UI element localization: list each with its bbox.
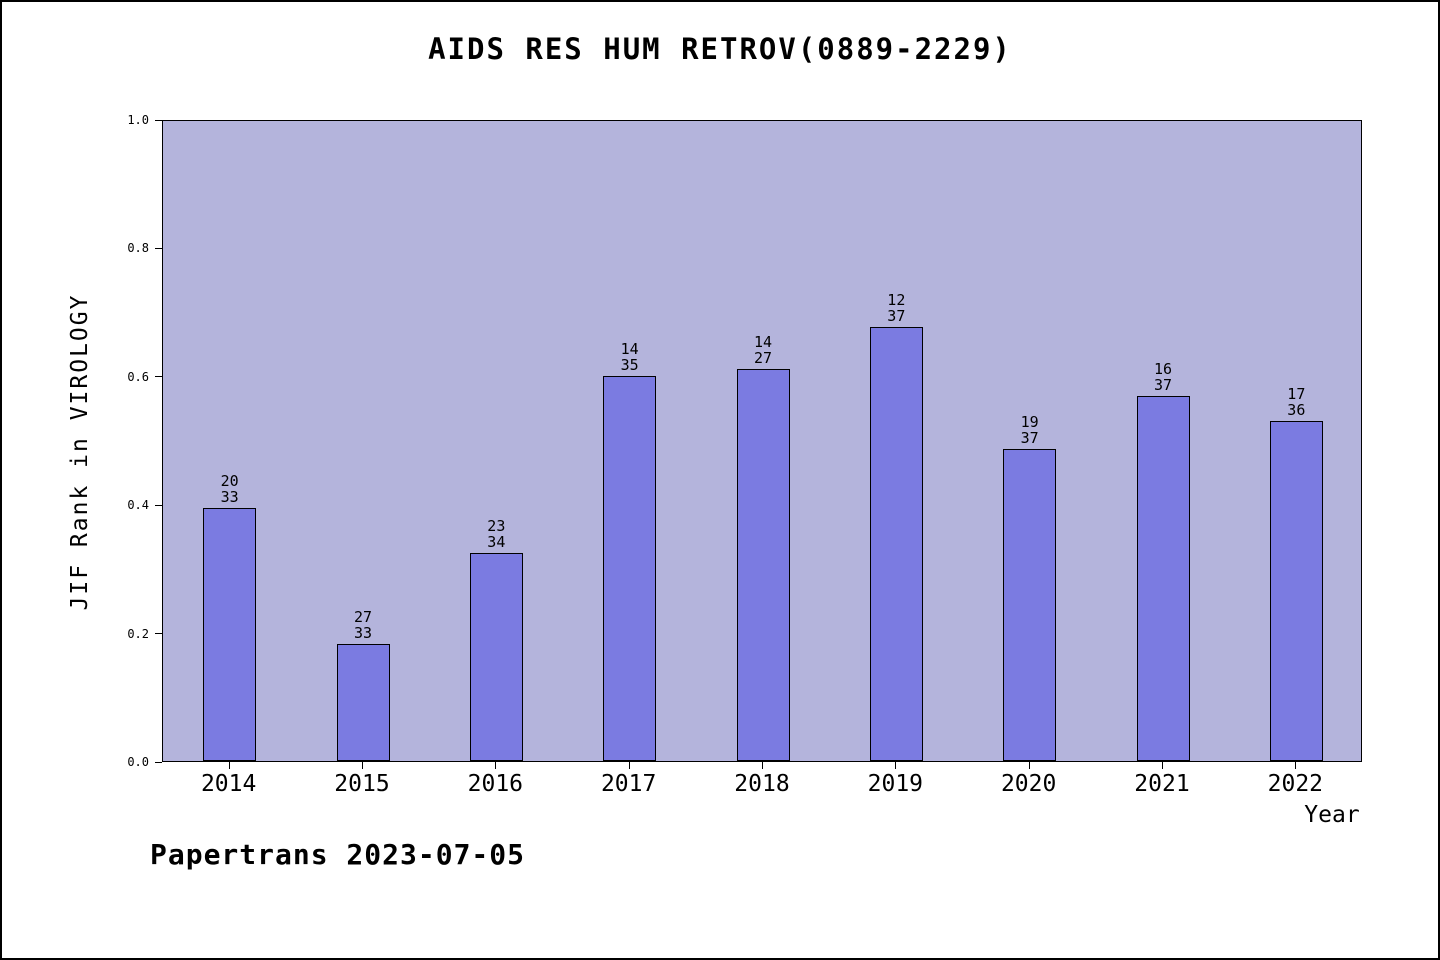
x-tick-mark (1028, 762, 1030, 769)
bar-value-label-2021: 16 37 (1153, 360, 1173, 395)
bar-2020 (1003, 449, 1057, 761)
bar-2021 (1136, 396, 1190, 761)
bar-2015 (336, 644, 390, 761)
y-tick-mark (155, 504, 162, 506)
x-tick-label-2019: 2019 (867, 771, 924, 797)
x-tick-label-2015: 2015 (334, 771, 390, 797)
x-tick-mark (628, 762, 630, 769)
bar-value-label-2016: 23 34 (487, 517, 506, 551)
x-axis-label: Year (1304, 802, 1360, 828)
bar-2018 (736, 368, 790, 761)
y-tick-mark (155, 247, 162, 249)
y-tick-mark (155, 761, 162, 763)
x-tick-mark (1162, 762, 1163, 769)
bar-2019 (869, 327, 923, 761)
bar-2014 (203, 508, 257, 761)
bar-value-label-2015: 27 33 (353, 608, 373, 643)
x-tick-mark (895, 762, 897, 769)
y-tick-label: 0.0 (127, 755, 149, 769)
y-tick-mark (155, 633, 162, 635)
bar-2022 (1269, 421, 1323, 761)
chart-title: AIDS RES HUM RETROV(0889-2229) (428, 32, 1012, 66)
x-tick-mark (362, 762, 363, 769)
x-tick-mark (495, 762, 497, 769)
y-tick-label: 1.0 (127, 113, 149, 127)
bar-value-label-2020: 19 37 (1020, 413, 1039, 447)
y-tick-label: 0.6 (127, 369, 149, 384)
bar-value-label-2018: 14 27 (753, 332, 773, 367)
bar-value-label-2014: 20 33 (220, 472, 239, 507)
x-tick-label-2021: 2021 (1134, 771, 1190, 797)
plot-area: 20 33 27 33 23 34 14 35 14 27 12 37 19 37 16 37… (162, 120, 1362, 762)
y-tick-label: 0.4 (127, 498, 149, 513)
x-tick-label-2016: 2016 (467, 771, 524, 797)
x-axis: 2014 2015 2016 2017 2018 2019 2020 2021 2022 (162, 762, 1362, 806)
y-tick-label: 0.2 (127, 626, 149, 641)
x-tick-mark (228, 762, 230, 769)
bar-2017 (603, 375, 657, 761)
footer-watermark: Papertrans 2023-07-05 (150, 838, 526, 871)
x-tick-label-2017: 2017 (600, 771, 657, 797)
x-tick-label-2018: 2018 (734, 771, 790, 797)
x-tick-label-2022: 2022 (1267, 771, 1324, 797)
x-tick-label-2014: 2014 (200, 771, 257, 797)
y-tick-mark (155, 376, 162, 378)
bar-value-label-2019: 12 37 (887, 291, 906, 326)
y-axis-label: JIF Rank in VIROLOGY (67, 293, 93, 611)
y-axis: 0.0 0.2 0.4 0.6 0.8 1.0 (92, 114, 162, 768)
y-tick-mark (155, 119, 162, 121)
bar-value-label-2022: 17 36 (1287, 385, 1306, 420)
x-tick-mark (1295, 762, 1297, 769)
x-tick-mark (762, 762, 763, 769)
x-tick-label-2020: 2020 (1000, 771, 1057, 797)
bar-value-label-2017: 14 35 (620, 339, 639, 374)
bar-2016 (469, 553, 523, 761)
y-tick-label: 0.8 (127, 241, 149, 256)
